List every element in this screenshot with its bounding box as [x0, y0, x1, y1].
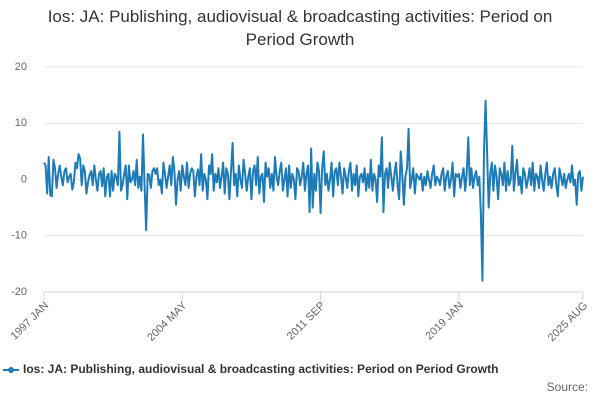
y-tick-label: 20	[15, 61, 27, 73]
legend-label[interactable]: Ios: JA: Publishing, audiovisual & broad…	[23, 362, 498, 376]
x-tick-label: 1997 JAN	[9, 300, 52, 343]
chart-title: Ios: JA: Publishing, audiovisual & broad…	[47, 7, 553, 49]
y-tick-label: 10	[15, 117, 27, 129]
data-line	[43, 99, 584, 282]
source-label: Source:	[547, 380, 588, 394]
x-tick-label: 2011 SEP	[285, 300, 328, 343]
y-tick-label: -20	[11, 286, 27, 298]
x-tick-label: 2004 MAY	[145, 299, 190, 344]
legend-marker	[8, 367, 14, 373]
x-tick-label: 2019 JAN	[423, 300, 466, 343]
y-tick-label: 0	[21, 173, 27, 185]
x-tick-label: 2025 AUG	[546, 300, 590, 344]
y-tick-label: -10	[11, 230, 27, 242]
